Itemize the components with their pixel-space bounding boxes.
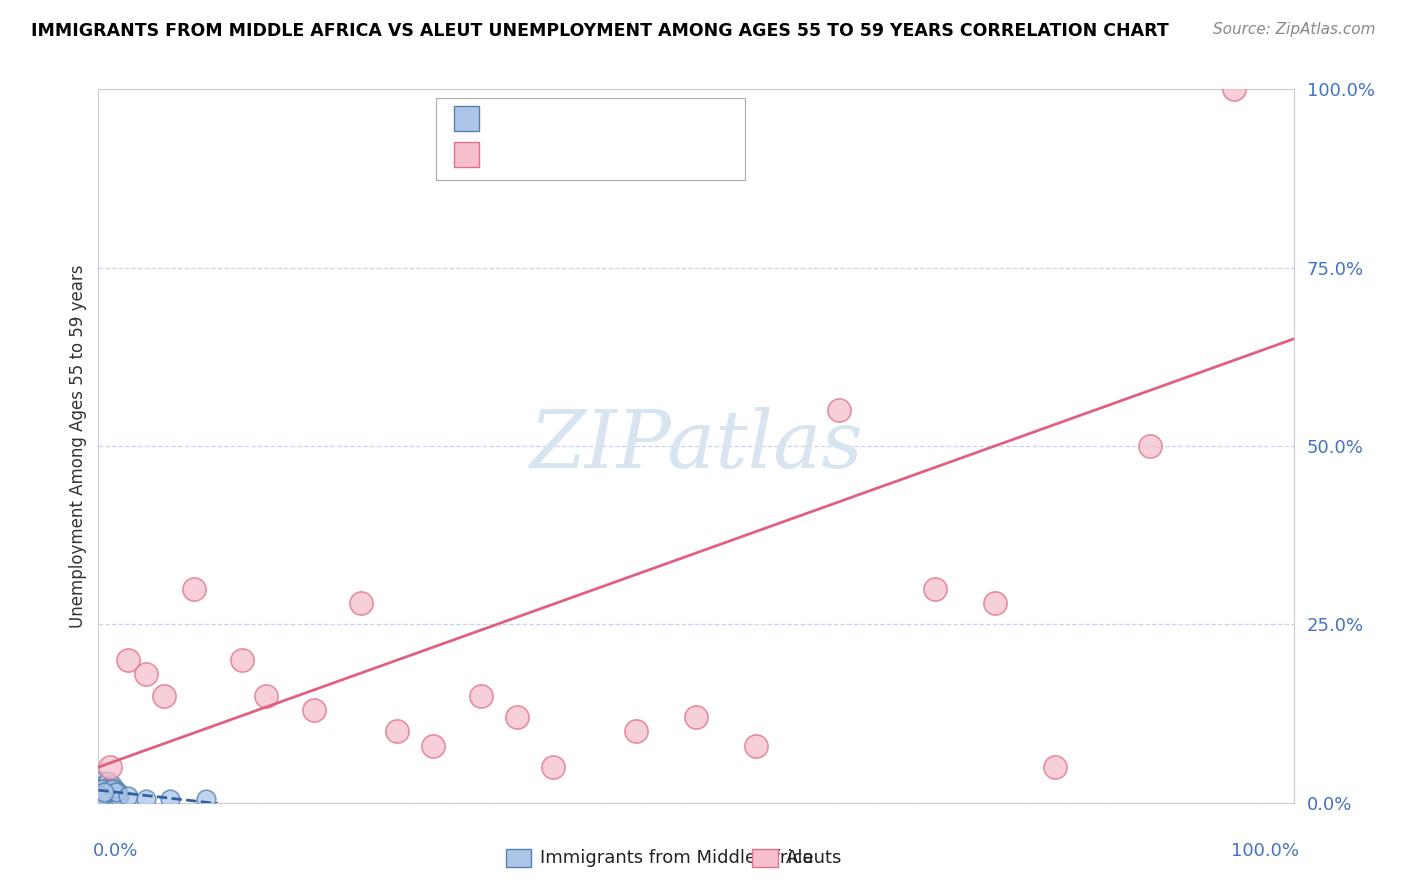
Point [422, 739, 444, 753]
Point [89, 789, 111, 803]
Point [984, 596, 1007, 610]
Point [541, 760, 564, 774]
Point [98, 789, 121, 803]
Text: -0.407: -0.407 [527, 110, 592, 128]
Point [91, 785, 114, 799]
Point [98, 760, 122, 774]
Text: Immigrants from Middle Africa: Immigrants from Middle Africa [540, 849, 814, 867]
Point [105, 789, 128, 803]
Text: N =: N = [605, 110, 644, 128]
Point [506, 710, 529, 724]
Point [91, 781, 114, 796]
Point [104, 781, 127, 796]
Point [107, 789, 129, 803]
Text: 38: 38 [643, 110, 668, 128]
Point [135, 792, 157, 806]
Point [100, 781, 122, 796]
Point [94, 781, 117, 796]
Point [350, 596, 373, 610]
Point [1139, 439, 1161, 453]
Point [98, 785, 122, 799]
Point [90, 781, 112, 796]
Point [153, 689, 176, 703]
Point [302, 703, 325, 717]
Point [91, 774, 114, 789]
Text: IMMIGRANTS FROM MIDDLE AFRICA VS ALEUT UNEMPLOYMENT AMONG AGES 55 TO 59 YEARS CO: IMMIGRANTS FROM MIDDLE AFRICA VS ALEUT U… [31, 22, 1168, 40]
Point [93, 778, 115, 792]
Text: N =: N = [605, 145, 644, 163]
Point [91, 781, 114, 796]
Point [117, 789, 139, 803]
Point [107, 785, 129, 799]
Point [107, 789, 129, 803]
Point [93, 785, 115, 799]
Point [103, 785, 125, 799]
Point [745, 739, 768, 753]
Text: Aleuts: Aleuts [786, 849, 842, 867]
Point [91, 789, 114, 803]
Point [98, 781, 122, 796]
Point [195, 792, 218, 806]
Point [1043, 760, 1066, 774]
Text: 23: 23 [643, 145, 668, 163]
Point [231, 653, 253, 667]
Point [94, 785, 117, 799]
Point [96, 785, 118, 799]
Text: 0.612: 0.612 [527, 145, 591, 163]
Point [105, 785, 128, 799]
Point [104, 785, 127, 799]
Point [385, 724, 409, 739]
Point [93, 785, 115, 799]
Point [183, 582, 205, 596]
Text: R =: R = [488, 145, 527, 163]
Point [101, 789, 124, 803]
Point [1223, 82, 1246, 96]
Text: 100.0%: 100.0% [1232, 842, 1299, 860]
Point [98, 785, 122, 799]
Point [97, 774, 120, 789]
Point [924, 582, 946, 596]
Point [96, 785, 118, 799]
Y-axis label: Unemployment Among Ages 55 to 59 years: Unemployment Among Ages 55 to 59 years [69, 264, 87, 628]
Point [254, 689, 277, 703]
Point [135, 667, 157, 681]
Text: 0.0%: 0.0% [93, 842, 138, 860]
Point [828, 403, 851, 417]
Point [97, 781, 120, 796]
Text: ZIPatlas: ZIPatlas [529, 408, 863, 484]
Point [685, 710, 707, 724]
Point [90, 785, 112, 799]
Text: Source: ZipAtlas.com: Source: ZipAtlas.com [1212, 22, 1375, 37]
Point [117, 653, 139, 667]
Point [90, 789, 112, 803]
Point [101, 789, 124, 803]
Point [100, 778, 122, 792]
Point [626, 724, 648, 739]
Point [470, 689, 492, 703]
Point [159, 792, 181, 806]
Text: R =: R = [488, 110, 527, 128]
